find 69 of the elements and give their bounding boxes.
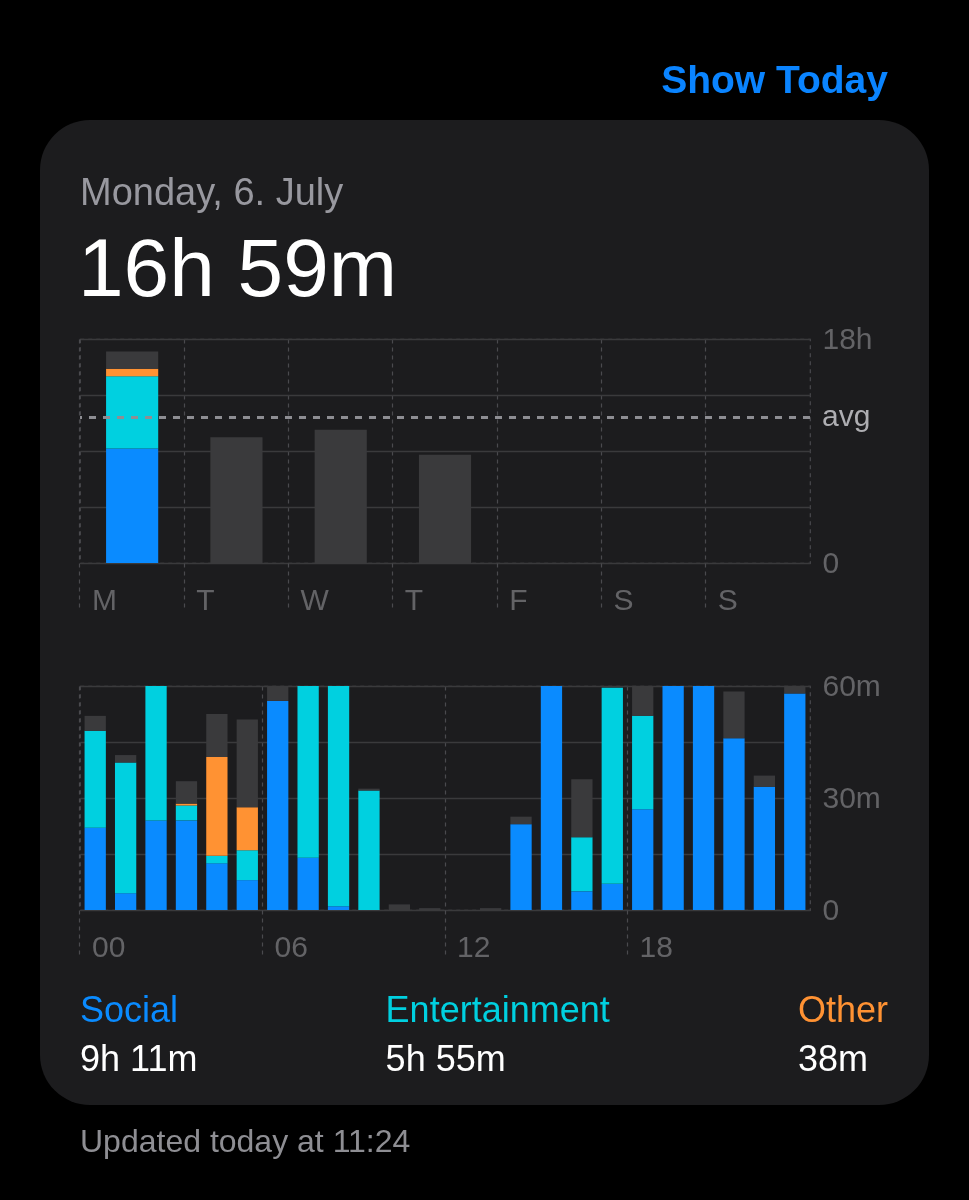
bar [84,730,106,828]
y-tick-label: 0 [822,545,840,579]
chart-subtitle: 16h 59m [78,222,398,313]
y-tick-label: 60m [822,668,881,702]
bar [236,850,258,881]
bar [327,906,350,910]
x-tick-label: W [300,582,330,616]
x-tick-label: T [196,582,215,616]
bar [510,824,532,910]
bar [206,863,228,910]
bar [145,686,167,821]
bar [297,857,319,910]
x-tick-label: F [509,582,528,616]
x-tick-label: S [717,582,738,616]
bar [358,790,380,910]
bar [784,693,806,910]
y-tick-label: 0 [822,892,840,926]
x-tick-label: M [92,582,117,616]
bar [236,807,258,851]
bar [106,448,159,563]
bar [114,755,137,763]
bar [571,891,593,910]
bar [327,686,350,907]
ref-line-label: avg [822,399,871,433]
text: Entertainment [385,988,610,1032]
text: Show Today [661,58,888,103]
bar [206,855,228,864]
text: Social [80,988,180,1032]
text: Updated today at 11:24 [80,1123,411,1160]
bar [723,691,745,739]
bar [145,820,167,910]
bar [175,820,198,910]
chart-title: Monday, 6. July [80,171,344,215]
bar [571,837,593,892]
bar [267,700,289,910]
bar [632,809,654,910]
bar [84,827,106,910]
bar [692,686,715,910]
bar [206,756,228,856]
x-tick-label: 18 [639,929,673,963]
bar [753,786,776,910]
text: 38m [797,1036,869,1081]
bar [632,715,654,810]
bar [753,775,776,787]
x-tick-label: 12 [457,929,491,963]
bar [114,893,137,910]
bar [84,715,106,731]
bar [601,687,623,884]
bar [662,686,684,910]
x-tick-label: S [613,582,634,616]
bar [297,686,319,858]
y-tick-label: 18h [822,321,873,355]
x-tick-label: T [404,582,424,616]
y-tick-label: 30m [822,780,881,814]
bar [540,686,563,910]
text: 9h 11m [80,1036,198,1081]
bar [106,351,159,369]
text: 5h 55m [385,1036,507,1081]
bar [106,368,159,377]
bar [175,805,198,821]
x-tick-label: 00 [92,929,126,963]
bar [236,880,258,910]
text: Other [797,988,888,1032]
bar [106,376,159,449]
x-tick-label: 06 [274,929,308,963]
bar [601,883,623,910]
bar [723,738,745,910]
bar [114,762,137,894]
bar [510,816,532,825]
